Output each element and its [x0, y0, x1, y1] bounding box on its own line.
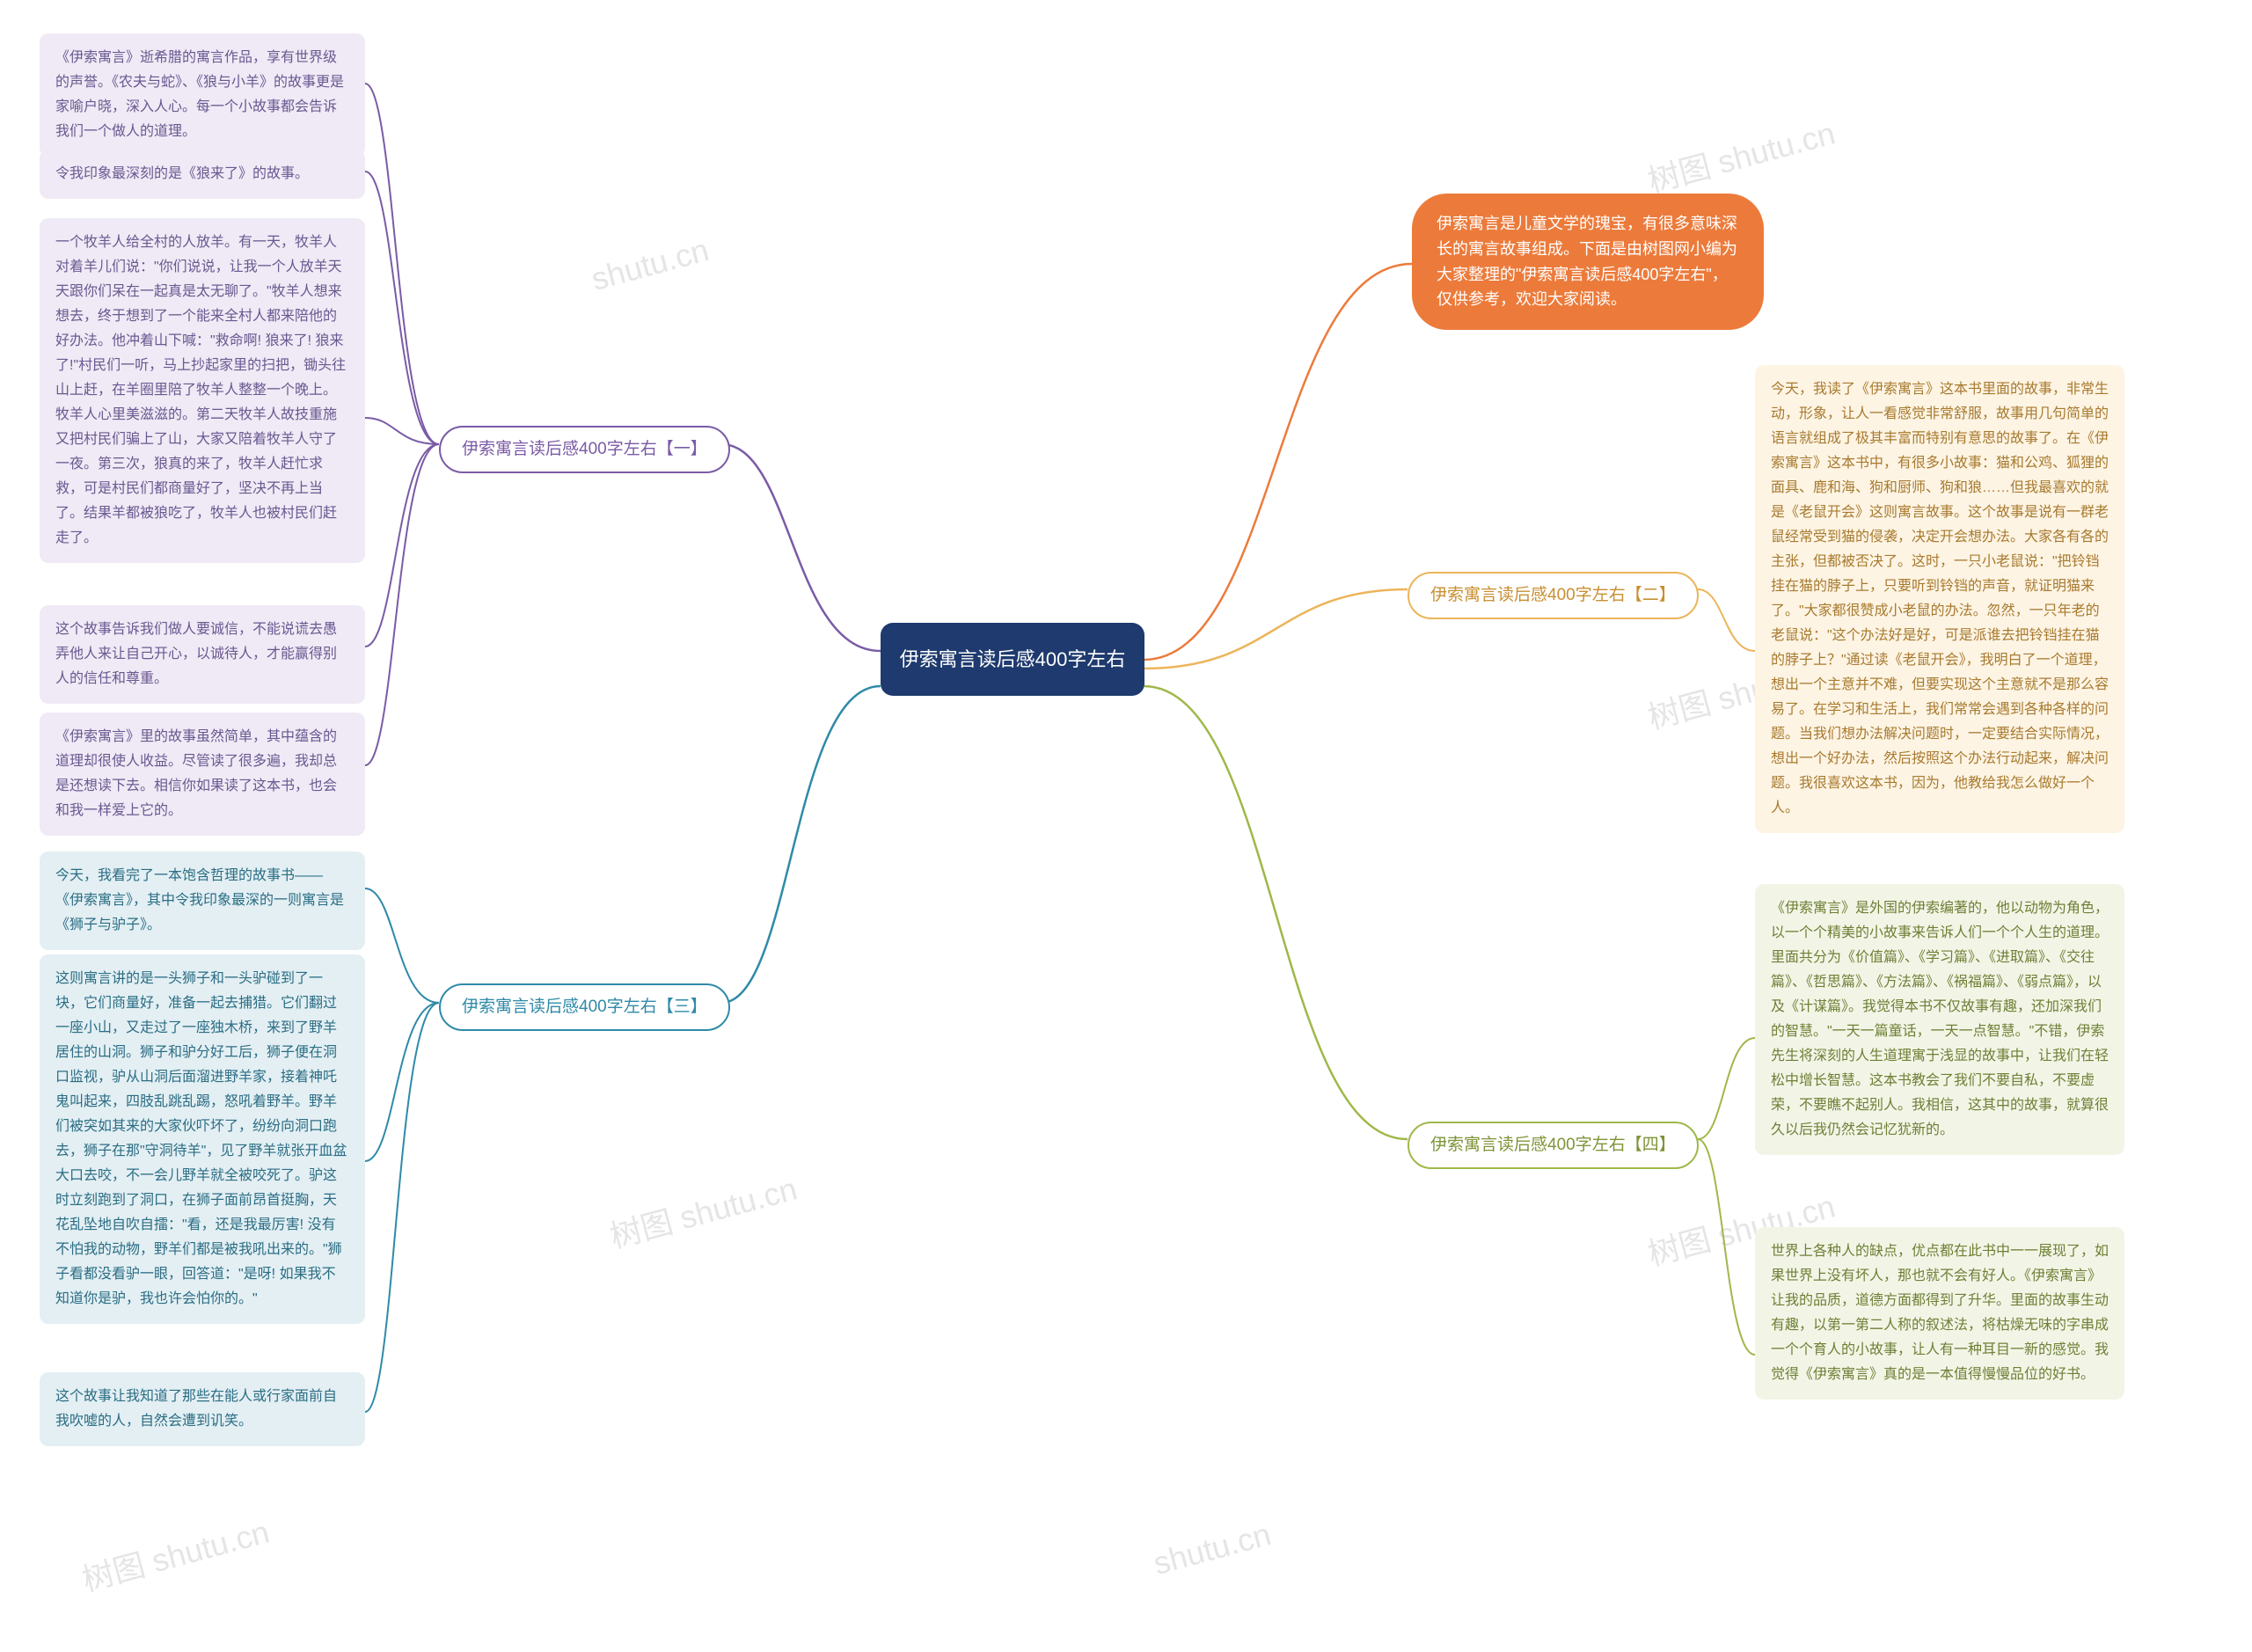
- leaf-one-1[interactable]: 令我印象最深刻的是《狼来了》的故事。: [40, 150, 365, 199]
- leaf-four-1[interactable]: 世界上各种人的缺点，优点都在此书中一一展现了，如果世界上没有坏人，那也就不会有好…: [1755, 1227, 2124, 1400]
- branch-three[interactable]: 伊索寓言读后感400字左右【三】: [439, 983, 730, 1031]
- watermark: shutu.cn: [1150, 1516, 1275, 1583]
- leaf-four-0[interactable]: 《伊索寓言》是外国的伊索编著的，他以动物为角色，以一个个精美的小故事来告诉人们一…: [1755, 884, 2124, 1155]
- leaf-one-0[interactable]: 《伊索寓言》逝希腊的寓言作品，享有世界级的声誉。《农夫与蛇》、《狼与小羊》的故事…: [40, 33, 365, 157]
- leaf-three-1[interactable]: 这则寓言讲的是一头狮子和一头驴碰到了一块，它们商量好，准备一起去捕猎。它们翻过一…: [40, 954, 365, 1324]
- leaf-one-4[interactable]: 《伊索寓言》里的故事虽然简单，其中蕴含的道理却很使人收益。尽管读了很多遍，我却总…: [40, 713, 365, 836]
- watermark: 树图 shutu.cn: [77, 1507, 274, 1601]
- watermark: shutu.cn: [588, 231, 713, 298]
- center-node[interactable]: 伊索寓言读后感400字左右: [881, 623, 1144, 696]
- leaf-two-0[interactable]: 今天，我读了《伊索寓言》这本书里面的故事，非常生动，形象，让人一看感觉非常舒服，…: [1755, 365, 2124, 833]
- branch-one[interactable]: 伊索寓言读后感400字左右【一】: [439, 426, 730, 473]
- branch-four[interactable]: 伊索寓言读后感400字左右【四】: [1408, 1122, 1699, 1169]
- leaf-three-0[interactable]: 今天，我看完了一本饱含哲理的故事书——《伊索寓言》，其中令我印象最深的一则寓言是…: [40, 852, 365, 950]
- branch-two[interactable]: 伊索寓言读后感400字左右【二】: [1408, 572, 1699, 619]
- leaf-three-2[interactable]: 这个故事让我知道了那些在能人或行家面前自我吹嘘的人，自然会遭到讥笑。: [40, 1372, 365, 1446]
- intro-node[interactable]: 伊索寓言是儿童文学的瑰宝，有很多意味深长的寓言故事组成。下面是由树图网小编为大家…: [1412, 194, 1764, 330]
- leaf-one-3[interactable]: 这个故事告诉我们做人要诚信，不能说谎去愚弄他人来让自己开心，以诚待人，才能赢得别…: [40, 605, 365, 704]
- watermark: 树图 shutu.cn: [604, 1164, 801, 1258]
- watermark: 树图 shutu.cn: [1642, 108, 1839, 202]
- leaf-one-2[interactable]: 一个牧羊人给全村的人放羊。有一天，牧羊人对着羊儿们说："你们说说，让我一个人放羊…: [40, 218, 365, 563]
